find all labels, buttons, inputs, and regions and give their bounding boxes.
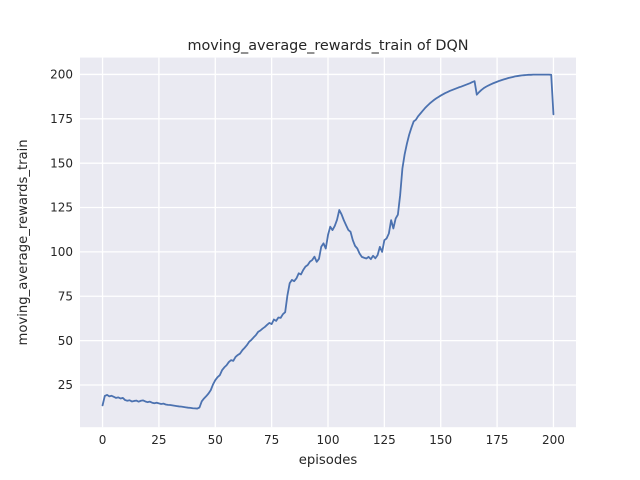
x-tick-label: 25 xyxy=(151,433,166,447)
y-tick-label: 200 xyxy=(50,68,73,82)
y-tick-label: 175 xyxy=(50,112,73,126)
x-tick-label: 50 xyxy=(208,433,223,447)
x-tick-label: 200 xyxy=(542,433,565,447)
y-axis-tick-labels: 25 50 75 100 125 150 175 200 xyxy=(50,68,73,393)
y-tick-label: 75 xyxy=(58,289,73,303)
x-tick-label: 100 xyxy=(317,433,340,447)
y-tick-label: 150 xyxy=(50,156,73,170)
x-tick-label: 175 xyxy=(486,433,509,447)
x-tick-label: 0 xyxy=(99,433,107,447)
x-tick-label: 125 xyxy=(373,433,396,447)
data-line-series xyxy=(101,73,555,410)
x-axis-label: episodes xyxy=(299,453,358,468)
chart-title: moving_average_rewards_train of DQN xyxy=(187,38,468,54)
gridlines xyxy=(80,57,576,428)
x-axis-tick-labels: 0 25 50 75 100 125 150 175 200 xyxy=(99,433,565,447)
x-tick-label: 150 xyxy=(429,433,452,447)
y-tick-label: 25 xyxy=(58,378,73,392)
y-axis-label: moving_average_rewards_train xyxy=(16,139,31,345)
y-tick-label: 50 xyxy=(58,334,73,348)
y-tick-label: 100 xyxy=(50,245,73,259)
y-tick-label: 125 xyxy=(50,201,73,215)
x-tick-label: 75 xyxy=(264,433,279,447)
